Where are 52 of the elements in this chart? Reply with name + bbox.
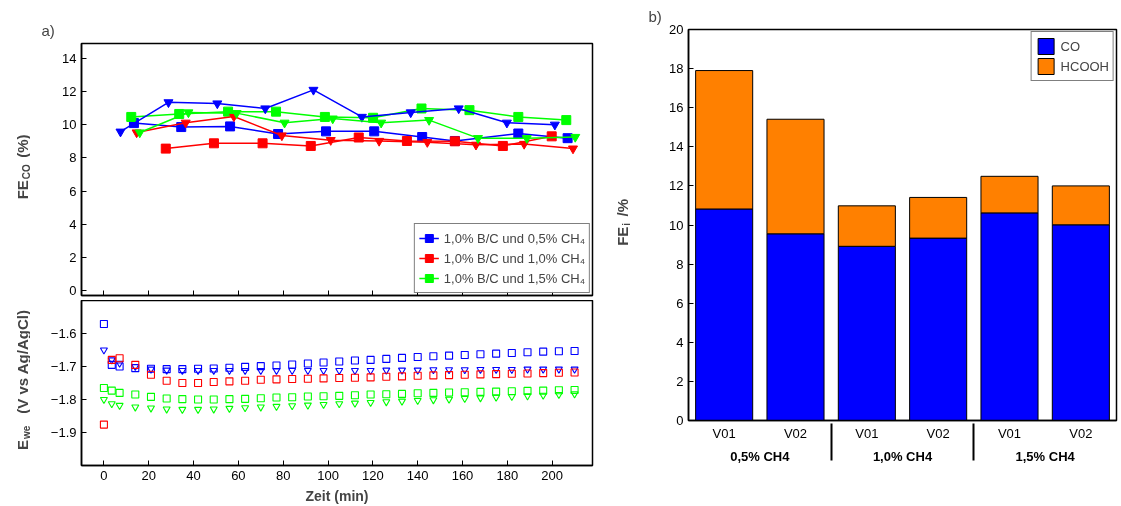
y-tick-label: 0 [676,413,684,428]
x-axis-title: Zeit (min) [305,487,369,504]
legend-label: HCOOH [1060,58,1109,74]
x-tick-label: 20 [141,467,156,483]
text: 1,0% CH4 [872,448,933,464]
y-tick-label: 10 [62,117,77,133]
y-tick-label: 12 [62,84,77,100]
y-tick-label: −1.9 [50,425,77,440]
y-tick-label: −1.6 [50,326,77,341]
y-tick-label: 2 [69,249,77,265]
y-tick-label: 18 [669,61,684,77]
legend-label: 1,0% B/C und 0,5% CH₄ [443,230,585,246]
x-tick-label: V01 [997,425,1022,441]
y-tick-label: −1.7 [50,359,77,374]
x-tick-label: 180 [496,467,519,483]
y-tick-label: 14 [669,139,684,155]
y-tick-label: 0 [69,283,77,299]
y-tick-label: 12 [669,178,684,194]
x-tick-label: 160 [451,467,474,483]
y-tick-label: 20 [669,22,684,37]
x-tick-label: 60 [231,467,246,483]
y-tick-label: 8 [676,256,684,272]
y-axis-title: FEi /% [614,198,632,246]
x-tick-label: 120 [362,467,384,483]
x-tick-label: 200 [541,467,564,483]
text: 1,5% CH4 [1015,448,1076,464]
y-tick-label: 2 [676,373,684,389]
y-tick-label: 6 [676,295,684,311]
text: b) [648,7,662,25]
x-tick-label: V01 [712,425,736,441]
x-tick-label: 40 [186,467,201,483]
y-tick-label: 4 [676,334,684,350]
y-tick-label: 8 [69,150,77,166]
x-tick-label: V02 [1069,425,1093,441]
x-tick-label: 140 [406,467,429,483]
x-tick-label: 80 [275,467,291,483]
y-tick-label: 16 [669,100,684,116]
y-tick-label: 4 [69,216,77,232]
x-tick-label: V02 [783,425,808,441]
y-tick-label: −1.8 [50,392,77,407]
text: a) [41,21,55,39]
y-tick-label: 14 [62,50,77,66]
legend-label: 1,0% B/C und 1,0% CH₄ [443,250,585,266]
y-tick-label: 10 [669,217,684,233]
x-tick-label: 0 [100,467,108,483]
x-tick-label: V01 [855,425,879,441]
x-tick-label: V02 [926,425,950,441]
legend-label: 1,0% B/C und 1,5% CH₄ [443,270,585,286]
legend-label: CO [1060,38,1081,54]
text: 0,5% CH4 [730,448,791,464]
y-tick-label: 6 [69,183,77,199]
x-tick-label: 100 [317,467,339,483]
